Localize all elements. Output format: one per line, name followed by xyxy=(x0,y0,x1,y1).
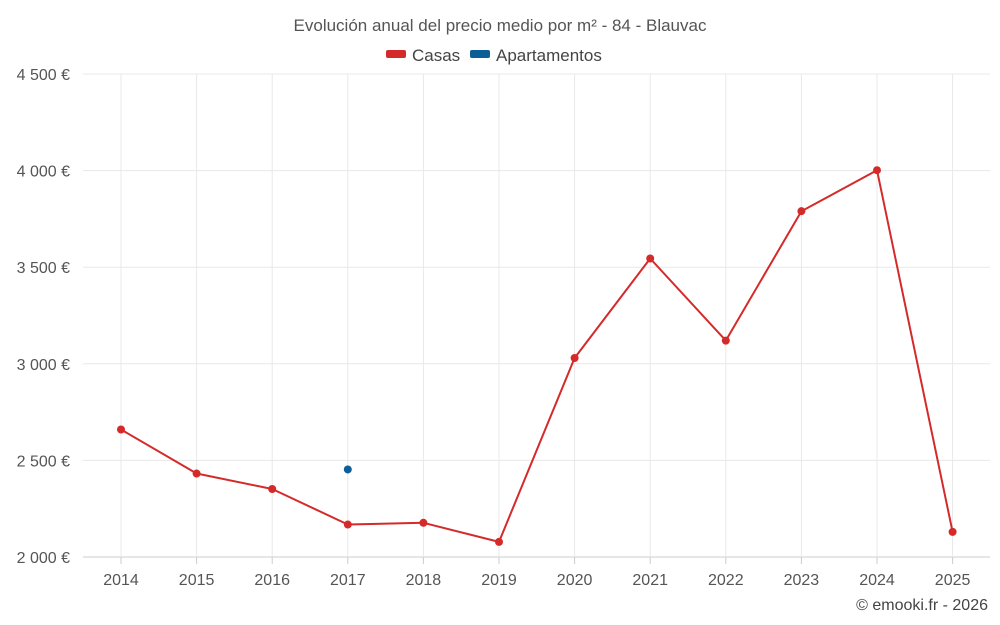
legend: Casas Apartamentos xyxy=(386,46,602,65)
x-tick-label: 2020 xyxy=(557,572,593,589)
y-tick-label: 2 000 € xyxy=(17,550,70,567)
data-point-casas[interactable] xyxy=(721,336,730,345)
gridlines xyxy=(83,73,990,558)
credit-text: © emooki.fr - 2026 xyxy=(856,597,988,614)
legend-item-casas[interactable]: Casas xyxy=(386,46,460,65)
x-tick-label: 2021 xyxy=(632,572,668,589)
x-tick-label: 2017 xyxy=(330,572,366,589)
y-tick-label: 4 000 € xyxy=(17,164,70,181)
x-tick-label: 2015 xyxy=(179,572,215,589)
data-point-apartamentos[interactable] xyxy=(343,465,352,474)
x-tick-label: 2019 xyxy=(481,572,517,589)
data-point-casas[interactable] xyxy=(948,527,957,536)
data-point-casas[interactable] xyxy=(646,254,655,263)
data-point-casas[interactable] xyxy=(192,469,201,478)
x-tick-label: 2025 xyxy=(935,572,971,589)
data-point-casas[interactable] xyxy=(268,484,277,493)
legend-label-casas: Casas xyxy=(412,46,460,65)
data-point-casas[interactable] xyxy=(797,207,806,216)
y-tick-label: 2 500 € xyxy=(17,453,70,470)
x-tick-label: 2024 xyxy=(859,572,895,589)
y-axis: 2 000 € 2 500 € 3 000 € 3 500 € 4 000 € 4 500… xyxy=(17,67,70,567)
data-point-casas[interactable] xyxy=(343,520,352,529)
x-tick-label: 2023 xyxy=(784,572,820,589)
x-axis: 2014 2015 2016 2017 2018 2019 2020 2021 2022 2023… xyxy=(103,557,970,589)
legend-swatch-casas xyxy=(386,50,406,58)
legend-label-apartamentos: Apartamentos xyxy=(496,46,602,65)
chart-title: Evolución anual del precio medio por m² … xyxy=(294,16,707,35)
y-tick-label: 4 500 € xyxy=(17,67,70,84)
x-tick-label: 2014 xyxy=(103,572,139,589)
y-tick-label: 3 500 € xyxy=(17,260,70,277)
x-tick-label: 2022 xyxy=(708,572,744,589)
y-tick-label: 3 000 € xyxy=(17,357,70,374)
data-point-casas[interactable] xyxy=(570,354,579,363)
legend-item-apartamentos[interactable]: Apartamentos xyxy=(470,46,602,65)
data-point-casas[interactable] xyxy=(873,166,881,175)
x-tick-label: 2016 xyxy=(254,572,290,589)
data-point-casas[interactable] xyxy=(495,537,503,546)
data-point-casas[interactable] xyxy=(117,425,125,434)
plot-area xyxy=(117,166,957,546)
x-tick-label: 2018 xyxy=(406,572,442,589)
data-point-casas[interactable] xyxy=(419,518,428,527)
legend-swatch-apartamentos xyxy=(470,50,490,58)
series-line-casas xyxy=(120,169,954,543)
